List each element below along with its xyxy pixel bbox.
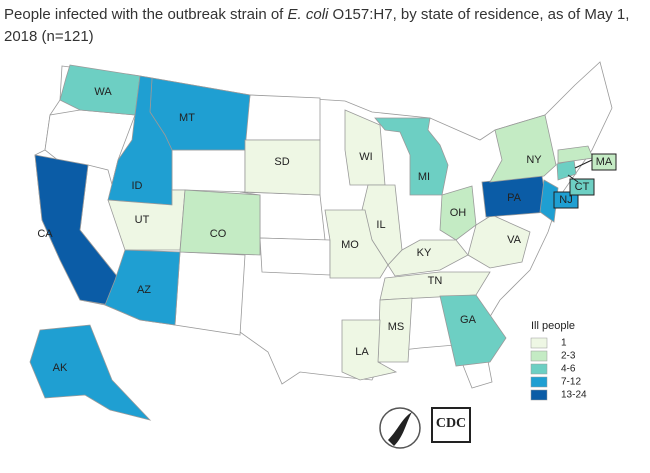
state-label: AZ [137,284,151,296]
state: AZ [104,249,181,326]
legend-swatch [530,389,548,401]
map-title: People infected with the outbreak strain… [4,4,644,48]
state-label: TN [428,275,443,287]
logo-eagle [388,412,412,446]
state: SD [244,139,321,196]
state-label: MI [418,171,430,183]
legend-swatch [530,376,548,388]
state-shape [539,179,559,223]
state-label: NY [526,154,542,166]
state-label: WA [94,86,112,98]
label-box [553,191,579,209]
state-label: LA [355,346,369,358]
state-shape [244,139,321,196]
state: VA [467,214,531,269]
state-label: KY [417,247,432,259]
state: GA [439,294,507,367]
state-shape [174,251,246,336]
state-label: UT [135,214,150,226]
state-label: ID [132,180,143,192]
title-italic: E. coli [287,6,329,23]
hhs-logo [379,407,421,449]
state: LA [341,319,398,381]
state: CT [556,159,595,196]
state-label: GA [460,314,477,326]
state-label: MT [179,112,195,124]
state: MO [324,209,389,279]
state-shape [104,249,181,326]
state-shape [171,149,246,193]
title-text: People infected with the outbreak strain… [4,6,288,23]
state-shape [439,185,477,241]
state-shape [344,109,386,186]
legend-label: 1 [561,338,567,349]
state-label: SD [274,156,289,168]
state: MA [557,145,617,171]
state: KY [387,239,469,277]
state-shape [467,214,531,269]
legend-label: 4-6 [561,364,576,375]
state: NJ [539,179,579,223]
state-shape [439,294,507,367]
legend-label: 2-3 [561,351,576,362]
state-label: MO [341,239,359,251]
title-text: O157:H7, by state of residence, as of Ma… [4,6,630,45]
state-label: OH [450,207,467,219]
state-shape [489,114,557,183]
state-label: PA [507,192,522,204]
state-label: CA [37,228,53,240]
state-label: MS [388,321,405,333]
label-box [569,178,595,196]
legend-title: Ill people [531,320,575,332]
state-shape [379,271,491,301]
state-shape [387,239,469,277]
state-shape [244,94,321,141]
state: NY [489,114,557,183]
state: MS [377,297,413,363]
state-label: WI [359,151,372,163]
legend-swatch [530,350,548,362]
state-label: NJ [559,194,572,206]
state-label: CO [210,228,227,240]
logo-text: CDC [436,416,466,431]
label-box [591,153,617,171]
state-label: AK [53,362,68,374]
legend-swatch [530,337,548,349]
callout-line [567,174,579,183]
state-label: MA [596,156,613,168]
callout-line [574,159,593,169]
state-shape [324,209,389,279]
legend-label: 13-24 [561,390,587,401]
state-shape [29,324,152,421]
legend: Ill people 1 2-3 4-6 7-12 13-24 [530,320,587,401]
state-label: IL [376,219,385,231]
state: WI [344,109,386,186]
state: TN [379,271,491,301]
logo-ring [379,407,421,449]
state-label: CT [575,181,590,193]
state-shape [259,237,331,276]
state-shape [341,319,398,381]
state-label: VA [507,234,522,246]
state-shape [179,189,261,256]
legend-swatch [530,363,548,375]
logo-box [431,407,471,443]
state: OH [439,185,477,241]
legend-label: 7-12 [561,377,581,388]
cdc-logo: CDC [431,407,471,443]
state: CO [179,189,261,256]
state: AK [29,324,152,421]
